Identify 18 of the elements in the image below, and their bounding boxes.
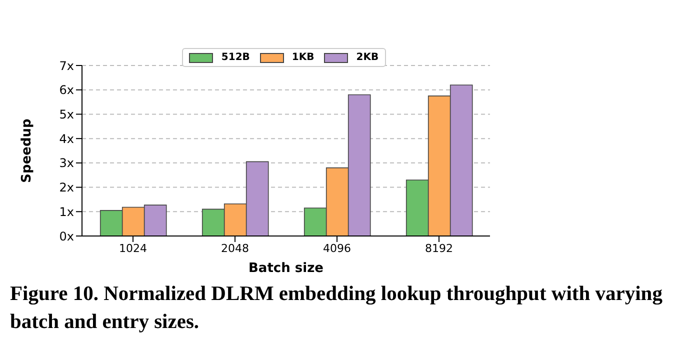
y-tick-label: 7x — [59, 58, 74, 73]
y-tick-label: 4x — [59, 132, 74, 146]
y-axis-title: Speedup — [20, 118, 35, 183]
y-tick-label: 5x — [59, 107, 74, 122]
legend-label: 1KB — [290, 52, 314, 63]
legend-label: 2KB — [355, 52, 379, 63]
text: Figure 10. Normalized DLRM embedding lookup throughput with varying batch and entry sizes. — [10, 282, 664, 335]
y-tick-label: 0x — [59, 229, 74, 244]
x-tick-label: 2048 — [221, 242, 249, 255]
x-tick-label: 4096 — [323, 242, 351, 255]
legend-label: 512B — [220, 52, 250, 63]
y-tick-label: 1x — [59, 204, 74, 219]
x-axis-title: Batch size — [248, 261, 324, 276]
x-tick-label: 1024 — [119, 242, 147, 255]
y-tick-label: 3x — [59, 156, 74, 170]
y-tick-label: 6x — [59, 83, 74, 98]
y-tick-label: 2x — [59, 180, 74, 195]
x-tick-label: 8192 — [425, 242, 453, 255]
